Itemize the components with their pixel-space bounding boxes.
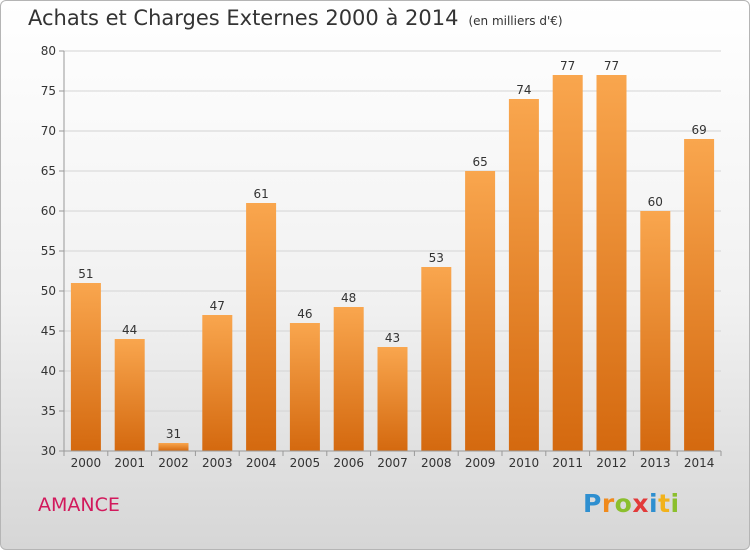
data-label: 69 (691, 123, 706, 137)
data-label: 60 (648, 195, 663, 209)
data-label: 43 (385, 331, 400, 345)
y-tick-label: 70 (41, 124, 56, 138)
logo-letter: x (632, 489, 649, 518)
x-tick-label: 2003 (202, 456, 233, 470)
logo-letter: i (649, 489, 659, 518)
y-tick-label: 30 (41, 444, 56, 458)
bar-2002 (158, 443, 189, 451)
data-label: 61 (253, 187, 268, 201)
chart-title: Achats et Charges Externes 2000 à 2014 (e… (28, 6, 563, 30)
y-tick-label: 75 (41, 84, 56, 98)
data-label: 51 (78, 267, 93, 281)
data-label: 77 (604, 59, 619, 73)
y-tick-label: 50 (41, 284, 56, 298)
bars: 51 44 31 47 61 46 48 43 53 65 74 77 77 60 69 (70, 59, 715, 451)
chart-title-text: Achats et Charges Externes 2000 à 2014 (28, 6, 459, 30)
y-tick-label: 45 (41, 324, 56, 338)
y-tick-label: 55 (41, 244, 56, 258)
chart-subtitle: (en milliers d'€) (468, 14, 563, 28)
data-label: 77 (560, 59, 575, 73)
bar-2000 (70, 283, 101, 451)
x-tick-label: 2014 (684, 456, 715, 470)
bar-2005 (289, 323, 320, 451)
bar-2012 (596, 75, 627, 451)
bar-2013 (640, 211, 671, 451)
data-label: 74 (516, 83, 531, 97)
bar-2003 (202, 315, 233, 451)
logo-letter: r (601, 489, 615, 518)
x-tick-label: 2013 (640, 456, 671, 470)
proxiti-logo: Proxiti (583, 489, 680, 518)
x-tick-label: 2008 (421, 456, 452, 470)
logo-letter: t (658, 489, 671, 518)
x-tick-label: 2009 (465, 456, 496, 470)
x-tick-label: 2002 (158, 456, 189, 470)
y-tick-label: 60 (41, 204, 56, 218)
bar-2014 (684, 139, 715, 451)
y-tick-label: 40 (41, 364, 56, 378)
x-tick-label: 2010 (509, 456, 540, 470)
y-tick-label: 80 (41, 44, 56, 58)
data-label: 53 (429, 251, 444, 265)
data-label: 65 (472, 155, 487, 169)
bar-2004 (246, 203, 277, 451)
bar-2006 (333, 307, 364, 451)
bar-2008 (421, 267, 452, 451)
data-label: 48 (341, 291, 356, 305)
y-tick-label: 35 (41, 404, 56, 418)
data-label: 44 (122, 323, 137, 337)
data-label: 46 (297, 307, 312, 321)
y-axis: 30 35 40 45 50 55 60 65 70 75 80 (41, 44, 65, 458)
bar-2001 (114, 339, 145, 451)
bar-2009 (465, 171, 496, 451)
x-tick-label: 2001 (114, 456, 145, 470)
logo-letter: P (583, 489, 602, 518)
place-name: AMANCE (38, 494, 120, 516)
bar-2011 (552, 75, 583, 451)
x-axis: 2000 2001 2002 2003 2004 2005 2006 2007 2008 2009… (63, 450, 722, 470)
data-label: 31 (166, 427, 181, 441)
logo-letter: i (670, 489, 680, 518)
bar-2010 (508, 99, 539, 451)
x-tick-label: 2012 (596, 456, 627, 470)
x-tick-label: 2007 (377, 456, 408, 470)
x-tick-label: 2006 (333, 456, 364, 470)
x-tick-label: 2005 (290, 456, 321, 470)
data-label: 47 (210, 299, 225, 313)
y-tick-label: 65 (41, 164, 56, 178)
x-tick-label: 2004 (246, 456, 277, 470)
x-tick-label: 2000 (71, 456, 102, 470)
logo-letter: o (614, 489, 633, 518)
bar-2007 (377, 347, 408, 451)
x-tick-label: 2011 (552, 456, 583, 470)
